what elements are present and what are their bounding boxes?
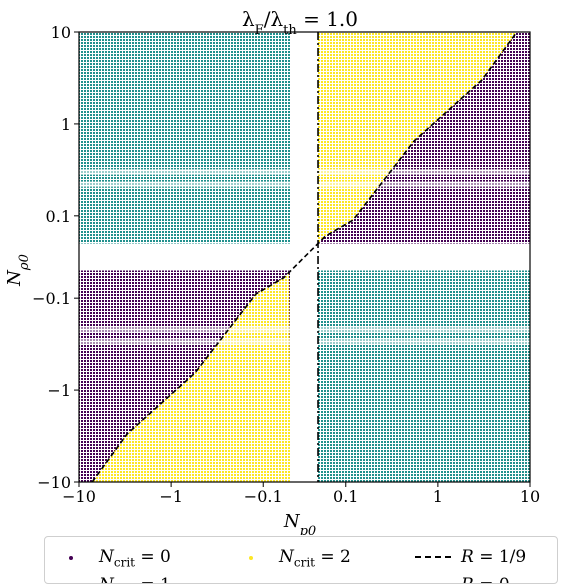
chart-title: λF/λth = 1.0 <box>242 7 358 38</box>
chart-svg: −10 −1 −0.1 0.1 1 10 10 1 0.1 −0.1 −1 −10 λF/λth = … <box>4 7 540 535</box>
legend-item-r0: R = 0 <box>415 575 510 583</box>
legend-item-ncrit1: Ncrit = 1 <box>55 575 171 583</box>
legend-label: Ncrit = 1 <box>99 575 171 583</box>
band-row <box>79 326 530 333</box>
reference-lines <box>91 31 518 483</box>
x-tick-label: −10 <box>62 487 96 506</box>
y-tick-label: 10 <box>51 23 71 42</box>
y-tick-label: 1 <box>61 115 71 134</box>
x-tick-label: −1 <box>159 487 183 506</box>
scatter-marks <box>79 168 530 346</box>
x-tick-label: −0.1 <box>244 487 283 506</box>
legend-label: R = 1/9 <box>461 547 527 567</box>
legend-marker <box>249 556 253 561</box>
y-tick-label: −0.1 <box>32 289 71 308</box>
axis-ticks: −10 −1 −0.1 0.1 1 10 10 1 0.1 −0.1 −1 −10 <box>32 23 540 506</box>
y-tick-label: 0.1 <box>46 207 71 226</box>
legend: Ncrit = 0 Ncrit = 2 R = 1/9 Ncrit = 1 R = 0 <box>44 536 558 584</box>
legend-label: Ncrit = 2 <box>279 547 351 570</box>
y-tick-label: −10 <box>37 473 71 492</box>
legend-item-r19: R = 1/9 <box>415 547 526 567</box>
plot-area <box>79 32 530 482</box>
region-ncrit1-bottom-right <box>318 270 530 482</box>
legend-label: Ncrit = 0 <box>99 547 171 570</box>
band-row <box>79 181 530 188</box>
region-ncrit2-top-right <box>318 32 530 244</box>
x-tick-label: 1 <box>433 487 443 506</box>
legend-item-ncrit0: Ncrit = 0 <box>55 547 171 569</box>
region-ncrit1-top-left <box>79 32 291 244</box>
y-axis-label: Nρ0 <box>4 254 32 287</box>
x-tick-label: 10 <box>520 487 540 506</box>
boundary-line-r-1-9 <box>91 31 518 483</box>
x-axis-label: Np0 <box>283 511 316 535</box>
plot-frame <box>78 31 531 483</box>
legend-item-ncrit2: Ncrit = 2 <box>235 547 351 569</box>
legend-label: R = 0 <box>461 575 510 583</box>
axes-frame <box>78 31 531 483</box>
y-tick-label: −1 <box>47 381 71 400</box>
legend-marker <box>415 556 451 558</box>
band-row <box>79 168 530 175</box>
legend-marker <box>69 556 73 561</box>
x-tick-label: 0.1 <box>333 487 358 506</box>
band-row <box>79 339 530 346</box>
